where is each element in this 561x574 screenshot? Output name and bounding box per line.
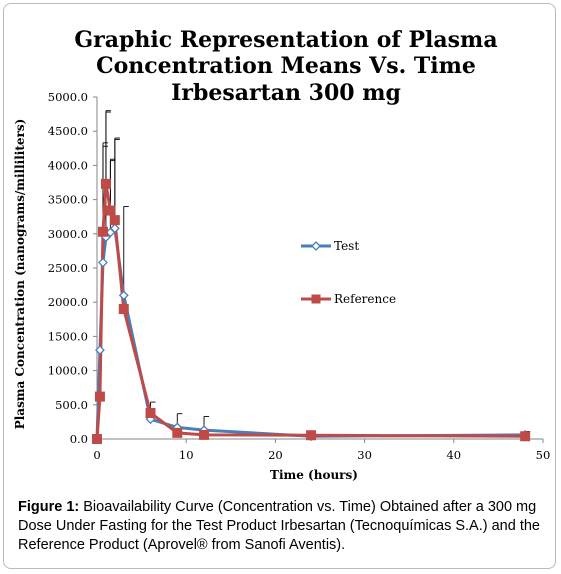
x-tick-label: 50 [536, 448, 551, 462]
figure-caption: Figure 1: Bioavailability Curve (Concent… [18, 498, 554, 555]
data-point-reference [306, 430, 317, 441]
y-tick-label: 1500.0 [48, 329, 88, 343]
chart-title-line-2: Concentration Means Vs. Time [96, 53, 476, 79]
x-tick-label: 40 [446, 448, 461, 462]
x-tick-label: 20 [268, 448, 283, 462]
legend-marker-reference [311, 294, 321, 304]
data-point-reference [118, 304, 129, 315]
data-point-test [118, 290, 129, 301]
y-tick-label: 5000.0 [48, 90, 88, 104]
y-tick-label: 500.0 [55, 398, 88, 412]
data-point-reference [94, 391, 105, 402]
data-point-reference [109, 215, 120, 226]
y-tick-label: 3500.0 [48, 193, 88, 207]
x-axis-title: Time (hours) [270, 468, 358, 482]
y-tick-label: 2500.0 [48, 261, 88, 275]
data-point-reference [100, 178, 111, 189]
caption-text: Bioavailability Curve (Concentration vs.… [18, 499, 540, 553]
x-tick-label: 10 [179, 448, 194, 462]
data-point-reference [97, 226, 108, 237]
data-point-reference [172, 427, 183, 438]
legend-marker-test [311, 241, 321, 251]
data-point-reference [92, 434, 102, 444]
data-point-reference [145, 408, 156, 419]
y-tick-label: 2000.0 [48, 295, 88, 309]
y-tick-label: 4500.0 [48, 124, 88, 138]
y-axis-title: Plasma Concentration (nanograms/millilit… [13, 119, 27, 430]
y-tick-label: 4000.0 [48, 158, 88, 172]
series-line-reference [95, 182, 526, 440]
data-point-test [98, 257, 108, 268]
caption-label: Figure 1: [18, 499, 80, 515]
chart-title-line-3: Irbesartan 300 mg [171, 80, 401, 106]
chart: Graphic Representation of PlasmaConcentr… [13, 27, 551, 482]
y-tick-label: 1000.0 [48, 364, 88, 378]
figure-frame: Graphic Representation of Plasma Concentr… [3, 3, 556, 569]
y-tick-label: 3000.0 [48, 227, 88, 241]
data-point-test [95, 345, 105, 355]
data-point-test [109, 223, 120, 234]
y-tick-label: 0.0 [70, 432, 88, 446]
data-point-reference [199, 429, 210, 440]
legend-label-test: Test [334, 239, 359, 253]
x-tick-label: 30 [357, 448, 372, 462]
x-tick-label: 0 [93, 448, 100, 462]
data-point-reference [105, 205, 116, 216]
legend-label-reference: Reference [334, 292, 396, 306]
series-line-test [95, 226, 526, 440]
chart-title-line-1: Graphic Representation of Plasma [74, 27, 497, 53]
data-point-reference [520, 431, 531, 442]
